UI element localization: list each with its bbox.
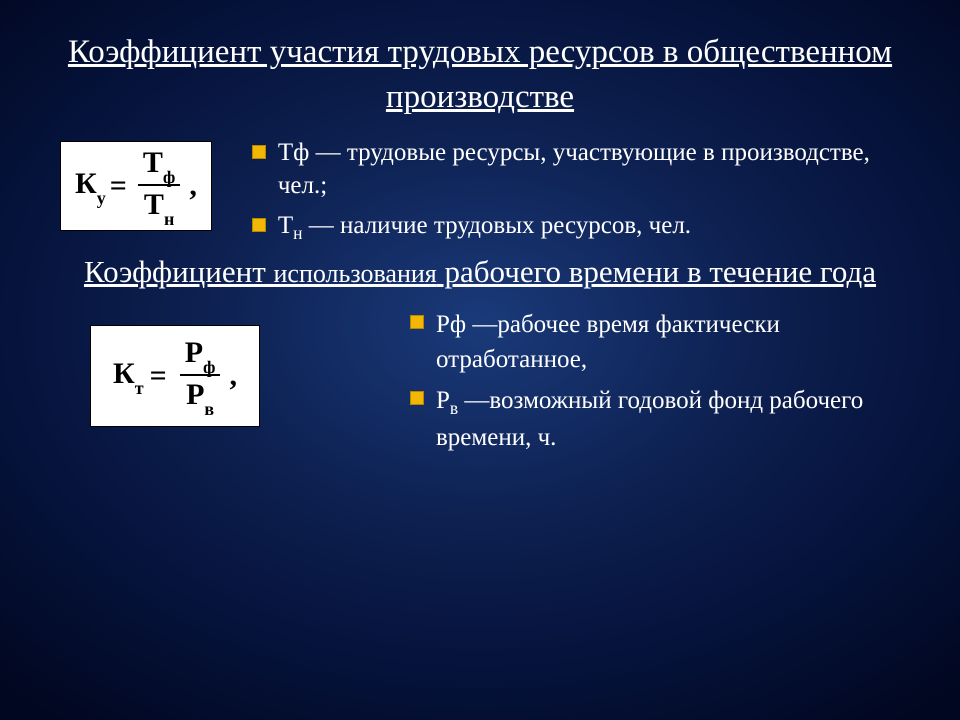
- formula-2: Кт = Рф Рв ,: [90, 325, 260, 427]
- f1-fraction: Тф Тн: [137, 148, 181, 224]
- bullets-1: Тф — трудовые ресурсы, участвующие в про…: [252, 137, 910, 245]
- bullet-marker-icon: [410, 315, 424, 329]
- formula-1-wrap: Ку = Тф Тн ,: [50, 133, 212, 231]
- equals-sign: =: [150, 359, 167, 393]
- bullet-2-1-text: Рф —рабочее время фактически отработанно…: [436, 307, 910, 377]
- bullet-1-1-text: Тф — трудовые ресурсы, участвующие в про…: [278, 137, 910, 202]
- bullets-2: Рф —рабочее время фактически отработанно…: [410, 307, 910, 456]
- bullet-1-1: Тф — трудовые ресурсы, участвующие в про…: [252, 137, 910, 202]
- bullet-marker-icon: [410, 391, 424, 405]
- f2-lhs: Кт: [113, 357, 144, 395]
- bullet-2-2-text: Рв —возможный годовой фонд рабочего врем…: [436, 383, 910, 456]
- f2-trailing: ,: [230, 359, 238, 393]
- bullet-2-2: Рв —возможный годовой фонд рабочего врем…: [410, 383, 910, 456]
- bullet-1-2-text: Тн — наличие трудовых ресурсов, чел.: [278, 210, 691, 245]
- heading-1: Коэффициент участия трудовых ресурсов в …: [50, 30, 910, 119]
- section-1: Ку = Тф Тн , Тф — трудовые ресурсы, учас…: [50, 133, 910, 245]
- f1-trailing: ,: [189, 169, 197, 203]
- slide: Коэффициент участия трудовых ресурсов в …: [0, 0, 960, 720]
- f1-lhs: Ку: [75, 167, 106, 205]
- formula-2-wrap: Кт = Рф Рв ,: [80, 317, 260, 427]
- bullet-marker-icon: [252, 218, 266, 232]
- heading-2: Коэффициент использования рабочего време…: [50, 251, 910, 293]
- f2-fraction: Рф Рв: [179, 338, 222, 414]
- formula-1: Ку = Тф Тн ,: [60, 141, 212, 231]
- bullet-marker-icon: [252, 145, 266, 159]
- bullet-2-1: Рф —рабочее время фактически отработанно…: [410, 307, 910, 377]
- section-2: Кт = Рф Рв , Рф —рабочее время фактическ…: [50, 307, 910, 456]
- equals-sign: =: [110, 169, 127, 203]
- bullet-1-2: Тн — наличие трудовых ресурсов, чел.: [252, 210, 910, 245]
